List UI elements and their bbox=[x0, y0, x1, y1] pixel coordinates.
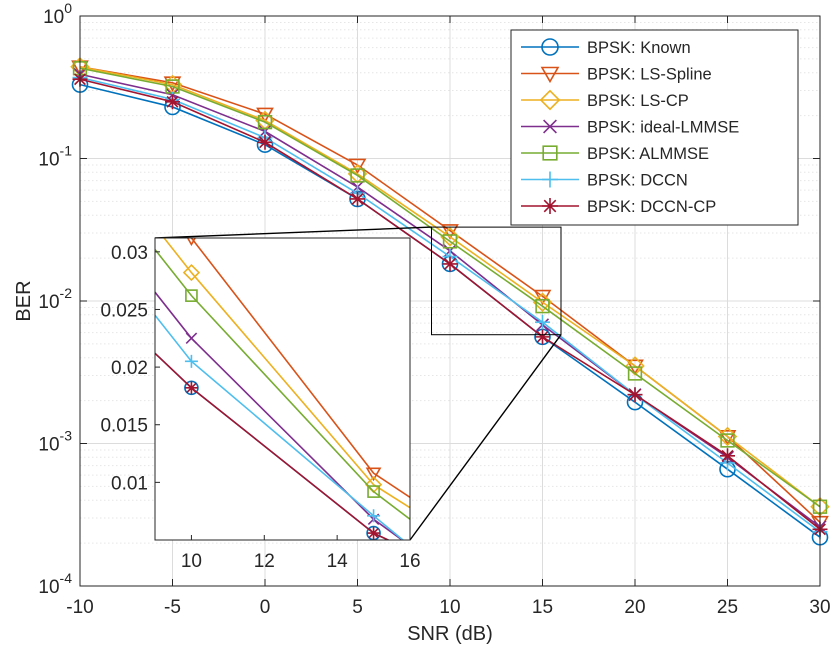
plus-marker bbox=[367, 509, 381, 523]
plus-marker bbox=[535, 314, 550, 330]
diamond-marker bbox=[440, 227, 460, 247]
asterisk-marker bbox=[165, 94, 180, 110]
y-axis-title: BER bbox=[13, 280, 35, 321]
inset-y-tick-label: 0.01 bbox=[111, 473, 148, 494]
inset-series-bpsk-ls-spline bbox=[186, 238, 410, 499]
legend-entry: BPSK: DCCN bbox=[521, 171, 688, 190]
inset-x-tick-label: 12 bbox=[254, 551, 275, 572]
asterisk-marker bbox=[442, 256, 458, 272]
triangle-marker bbox=[540, 66, 560, 84]
x-tick-label: 15 bbox=[532, 597, 553, 618]
inset-series-line bbox=[155, 291, 404, 540]
x-tick-label: 25 bbox=[717, 597, 738, 618]
y-tick-label: 10-3 bbox=[38, 428, 72, 456]
inset-y-tick-label: 0.015 bbox=[100, 416, 148, 437]
legend-entry: BPSK: LS-Spline bbox=[521, 66, 712, 84]
x-tick-label: -10 bbox=[66, 597, 93, 618]
legend-entry: BPSK: DCCN-CP bbox=[521, 198, 716, 216]
x-tick-label: 10 bbox=[439, 597, 460, 618]
inset-series-line bbox=[190, 238, 410, 499]
plus-marker bbox=[184, 354, 198, 368]
triangle-marker bbox=[348, 158, 367, 175]
y-tick-label: 10-1 bbox=[38, 143, 72, 171]
asterisk-marker bbox=[720, 448, 735, 464]
legend-label: BPSK: DCCN bbox=[587, 172, 688, 190]
inset-y-tick-label: 0.02 bbox=[111, 358, 148, 379]
legend-entry: BPSK: ALMMSE bbox=[521, 145, 709, 163]
asterisk-marker bbox=[367, 526, 381, 540]
asterisk-marker bbox=[627, 387, 643, 403]
legend-label: BPSK: ideal-LMMSE bbox=[587, 119, 739, 137]
inset-x-tick-label: 16 bbox=[399, 551, 420, 572]
zoom-connector bbox=[409, 334, 562, 541]
diamond-marker bbox=[625, 356, 645, 376]
inset-frame bbox=[154, 237, 411, 541]
legend-entry: BPSK: ideal-LMMSE bbox=[521, 119, 739, 137]
x-marker bbox=[543, 119, 557, 134]
inset-chart: 10 12 14 16 0.01 0.015 0.02 0.025 0.03 bbox=[100, 237, 421, 572]
x-tick-label: -5 bbox=[164, 597, 181, 618]
legend: BPSK: Known BPSK: LS-Spline BPSK: LS-CP BPS… bbox=[510, 29, 799, 226]
inset-series-line bbox=[163, 238, 410, 509]
inset-y-tick-label: 0.025 bbox=[100, 300, 148, 321]
legend-label: BPSK: DCCN-CP bbox=[587, 198, 716, 216]
legend-entry: BPSK: LS-CP bbox=[521, 89, 689, 111]
inset-x-tick-label: 10 bbox=[181, 551, 202, 572]
main-series-group bbox=[70, 57, 830, 546]
inset-y-tick-label: 0.03 bbox=[111, 243, 148, 264]
x-tick-label: 20 bbox=[624, 597, 645, 618]
circle-marker bbox=[541, 38, 559, 56]
diamond-marker bbox=[539, 89, 561, 111]
triangle-marker bbox=[186, 238, 197, 247]
legend-box bbox=[510, 29, 799, 226]
square-marker bbox=[542, 145, 558, 161]
legend-label: BPSK: LS-CP bbox=[587, 92, 689, 110]
zoom-box bbox=[431, 226, 562, 336]
square-marker bbox=[257, 114, 273, 130]
legend-label: BPSK: ALMMSE bbox=[587, 145, 709, 163]
square-marker bbox=[535, 298, 550, 314]
square-marker bbox=[720, 433, 735, 448]
square-marker bbox=[367, 485, 380, 498]
legend-label: BPSK: LS-Spline bbox=[587, 66, 712, 84]
x-marker bbox=[185, 332, 198, 345]
x-tick-label: 0 bbox=[260, 597, 271, 618]
x-tick-label: 5 bbox=[352, 597, 363, 618]
asterisk-marker bbox=[184, 381, 198, 395]
asterisk-marker bbox=[350, 191, 365, 207]
y-tick-label: 10-4 bbox=[38, 570, 72, 598]
y-tick-label: 10-2 bbox=[38, 285, 72, 313]
diamond-marker bbox=[182, 263, 201, 282]
inset-series-bpsk-dccn-cp bbox=[155, 352, 391, 540]
legend-label: BPSK: Known bbox=[587, 39, 691, 57]
series-line bbox=[79, 66, 821, 508]
inset-series-bpsk-dccn bbox=[155, 314, 405, 540]
y-tick-label: 100 bbox=[43, 0, 72, 28]
x-axis-title: SNR (dB) bbox=[407, 623, 493, 645]
inset-series-group bbox=[155, 238, 410, 540]
square-marker bbox=[185, 289, 198, 302]
inset-series-line bbox=[155, 249, 410, 520]
triangle-marker bbox=[365, 467, 382, 482]
zoom-indicator bbox=[154, 226, 562, 541]
asterisk-marker bbox=[542, 198, 558, 214]
inset-series-bpsk-almmse bbox=[155, 249, 410, 520]
series-bpsk-almmse bbox=[72, 61, 828, 514]
x-tick-label: 30 bbox=[809, 597, 830, 618]
plus-marker bbox=[542, 171, 558, 188]
series-line bbox=[79, 67, 821, 508]
inset-series-line bbox=[155, 314, 405, 540]
inset-x-tick-label: 14 bbox=[327, 551, 349, 572]
square-marker bbox=[350, 168, 365, 183]
legend-entry: BPSK: Known bbox=[521, 38, 691, 57]
asterisk-marker bbox=[257, 134, 273, 150]
square-marker bbox=[442, 234, 458, 249]
asterisk-marker bbox=[535, 329, 550, 345]
square-marker bbox=[627, 366, 643, 381]
inset-series-line bbox=[155, 352, 391, 540]
axis-ticks: -10 -5 0 5 10 15 20 25 30 100 10-1 10-2 10-3 10-4 bbox=[38, 0, 830, 618]
zoom-connector bbox=[154, 226, 432, 239]
